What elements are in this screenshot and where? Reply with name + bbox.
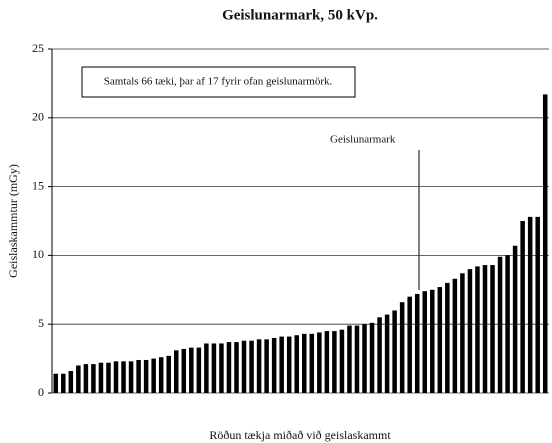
y-tick-label: 0 bbox=[38, 385, 44, 399]
bar bbox=[512, 245, 518, 393]
bar bbox=[392, 310, 397, 393]
bar bbox=[166, 355, 171, 393]
bar bbox=[535, 216, 540, 393]
bar bbox=[61, 373, 66, 393]
bar bbox=[151, 358, 156, 393]
bar bbox=[460, 273, 465, 393]
bar bbox=[475, 266, 480, 393]
bar bbox=[482, 265, 488, 393]
y-axis-label: Geislaskammtur (mGy) bbox=[6, 164, 20, 278]
bar bbox=[181, 348, 187, 393]
bar bbox=[121, 361, 126, 393]
bar bbox=[204, 343, 209, 393]
bar bbox=[302, 333, 307, 393]
bar bbox=[384, 314, 390, 393]
annotation: Samtals 66 tæki, þar af 17 fyrir ofan ge… bbox=[104, 76, 333, 88]
bar bbox=[317, 332, 322, 393]
y-tick-label: 20 bbox=[32, 110, 44, 124]
bar bbox=[83, 364, 89, 393]
bar bbox=[211, 343, 217, 393]
bar bbox=[136, 359, 141, 393]
bar bbox=[226, 342, 232, 393]
bar bbox=[377, 317, 382, 393]
bar bbox=[106, 362, 111, 393]
bar bbox=[143, 359, 149, 393]
bar bbox=[271, 337, 277, 393]
bar bbox=[249, 340, 254, 393]
bar bbox=[437, 287, 443, 393]
bar bbox=[467, 269, 473, 393]
bar bbox=[542, 94, 548, 394]
y-tick-label: 5 bbox=[38, 316, 44, 330]
bar bbox=[520, 221, 525, 393]
bar bbox=[173, 350, 179, 393]
bar bbox=[347, 325, 352, 393]
bar bbox=[527, 216, 533, 393]
bar bbox=[234, 342, 239, 393]
bar bbox=[241, 340, 247, 393]
bar bbox=[196, 347, 202, 393]
y-tick-label: 15 bbox=[32, 178, 44, 192]
chart-title: Geislunarmark, 50 kVp. bbox=[222, 7, 378, 23]
bar bbox=[128, 361, 134, 393]
bar bbox=[497, 256, 503, 393]
bar bbox=[98, 362, 104, 393]
bar bbox=[279, 336, 284, 393]
bar bbox=[414, 293, 420, 393]
bar bbox=[53, 373, 59, 393]
bar bbox=[91, 364, 96, 393]
bar bbox=[430, 289, 435, 393]
annotation-box bbox=[81, 66, 356, 98]
bar bbox=[354, 325, 360, 393]
bar bbox=[294, 335, 299, 393]
bar bbox=[68, 370, 74, 393]
bar bbox=[490, 265, 495, 393]
bar bbox=[332, 331, 337, 393]
bar bbox=[113, 361, 119, 393]
bar bbox=[399, 302, 405, 393]
bar bbox=[505, 255, 510, 393]
bar bbox=[369, 322, 375, 393]
bar bbox=[324, 331, 330, 393]
bar bbox=[422, 291, 428, 393]
bar bbox=[309, 333, 315, 393]
bar bbox=[445, 282, 450, 393]
bar bbox=[264, 339, 269, 393]
bar bbox=[158, 357, 164, 393]
x-axis-label: Röðun tækja miðað við geislaskammt bbox=[209, 428, 391, 442]
y-tick-label: 25 bbox=[32, 41, 44, 55]
bar bbox=[219, 343, 224, 393]
y-tick-label: 10 bbox=[32, 247, 44, 261]
bar bbox=[362, 324, 367, 393]
bar bbox=[76, 365, 81, 393]
bar bbox=[189, 347, 194, 393]
bar bbox=[407, 296, 412, 393]
bar bbox=[339, 329, 345, 393]
bar bbox=[286, 336, 292, 393]
bar bbox=[452, 278, 458, 393]
bar bbox=[256, 339, 262, 393]
annotation: Geislunarmark bbox=[330, 134, 396, 146]
